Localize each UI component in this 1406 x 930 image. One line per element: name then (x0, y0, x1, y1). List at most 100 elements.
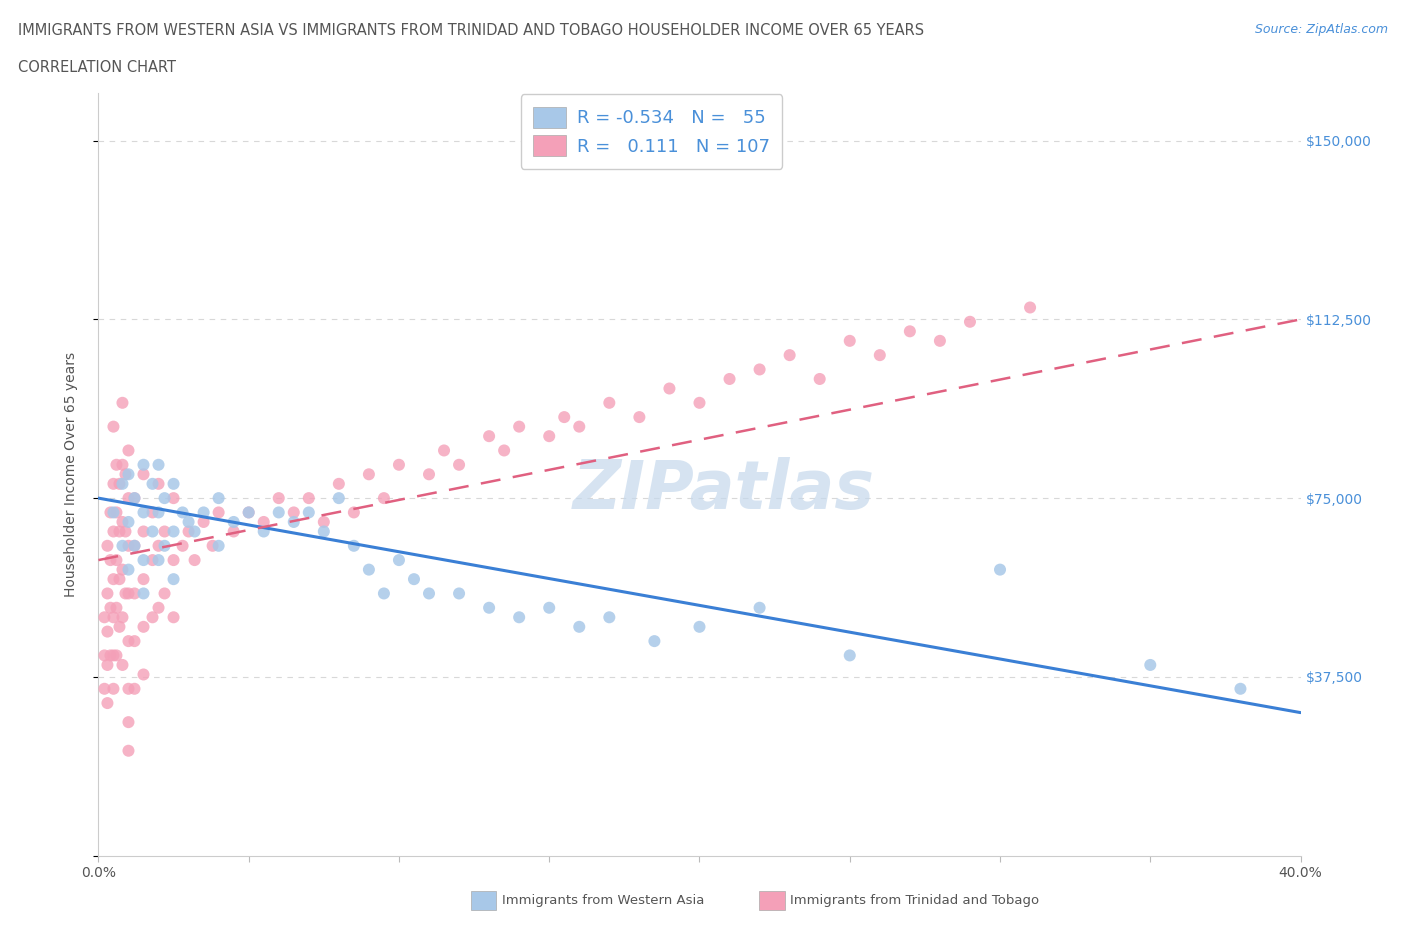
Point (598, 610, 620, 625)
Point (108, 572, 131, 587)
Point (132, 552, 155, 567)
Text: Immigrants from Trinidad and Tobago: Immigrants from Trinidad and Tobago (790, 894, 1039, 907)
Point (779, 348, 801, 363)
Point (298, 491, 321, 506)
Point (201, 538, 224, 553)
Point (988, 563, 1011, 578)
Point (208, 538, 231, 553)
Point (117, 538, 139, 553)
Point (111, 610, 134, 625)
Point (373, 491, 395, 506)
Point (117, 715, 139, 730)
Point (153, 586, 176, 601)
Text: CORRELATION CHART: CORRELATION CHART (18, 60, 176, 75)
Point (162, 572, 184, 587)
Point (328, 491, 350, 506)
Point (222, 514, 245, 529)
Point (105, 458, 128, 472)
Point (748, 601, 770, 616)
Point (808, 372, 831, 387)
Point (172, 538, 194, 553)
Point (153, 538, 176, 553)
Point (105, 601, 128, 616)
Point (538, 601, 561, 616)
Point (208, 505, 231, 520)
Point (111, 538, 134, 553)
Point (447, 586, 470, 601)
Point (93, 610, 115, 625)
Point (141, 525, 163, 539)
Point (838, 648, 860, 663)
Point (1019, 300, 1042, 315)
Text: Source: ZipAtlas.com: Source: ZipAtlas.com (1254, 23, 1388, 36)
Point (108, 476, 131, 491)
Point (103, 525, 125, 539)
Point (162, 491, 184, 506)
Point (117, 743, 139, 758)
Point (103, 648, 125, 663)
Point (238, 505, 260, 520)
Point (494, 443, 516, 458)
Point (132, 667, 155, 682)
Point (153, 491, 176, 506)
Point (357, 563, 380, 578)
Point (103, 572, 125, 587)
Point (312, 514, 335, 529)
Point (124, 491, 146, 506)
Point (124, 538, 146, 553)
Point (343, 505, 366, 520)
Point (267, 491, 290, 506)
Point (108, 525, 131, 539)
Point (100, 552, 122, 567)
Point (141, 552, 163, 567)
Point (553, 410, 575, 425)
Point (929, 334, 952, 349)
Point (148, 505, 170, 520)
Point (658, 381, 681, 396)
Point (105, 505, 128, 520)
Point (388, 552, 411, 567)
Point (114, 525, 136, 539)
Point (148, 538, 170, 553)
Point (568, 619, 591, 634)
Point (111, 658, 134, 672)
Point (124, 682, 146, 697)
Point (124, 586, 146, 601)
Point (111, 458, 134, 472)
Point (418, 586, 440, 601)
Point (748, 362, 770, 377)
Point (148, 601, 170, 616)
Point (103, 682, 125, 697)
Point (328, 476, 350, 491)
Point (1139, 658, 1161, 672)
Point (117, 443, 139, 458)
Point (117, 633, 139, 648)
Point (208, 491, 231, 506)
Point (105, 648, 128, 663)
Point (357, 467, 380, 482)
Point (132, 572, 155, 587)
Point (598, 395, 620, 410)
Point (177, 525, 200, 539)
Point (117, 586, 139, 601)
Point (141, 505, 163, 520)
Text: IMMIGRANTS FROM WESTERN ASIA VS IMMIGRANTS FROM TRINIDAD AND TOBAGO HOUSEHOLDER : IMMIGRANTS FROM WESTERN ASIA VS IMMIGRAN… (18, 23, 924, 38)
Point (838, 334, 860, 349)
Point (96, 538, 118, 553)
Point (111, 514, 134, 529)
Point (100, 505, 122, 520)
Point (267, 505, 290, 520)
Point (689, 619, 711, 634)
Point (1229, 682, 1251, 697)
Point (103, 610, 125, 625)
Point (117, 514, 139, 529)
Point (568, 419, 591, 434)
Point (114, 467, 136, 482)
Point (177, 514, 200, 529)
Point (298, 505, 321, 520)
Point (148, 458, 170, 472)
Point (93, 682, 115, 697)
Point (141, 476, 163, 491)
Point (124, 538, 146, 553)
Point (96, 658, 118, 672)
